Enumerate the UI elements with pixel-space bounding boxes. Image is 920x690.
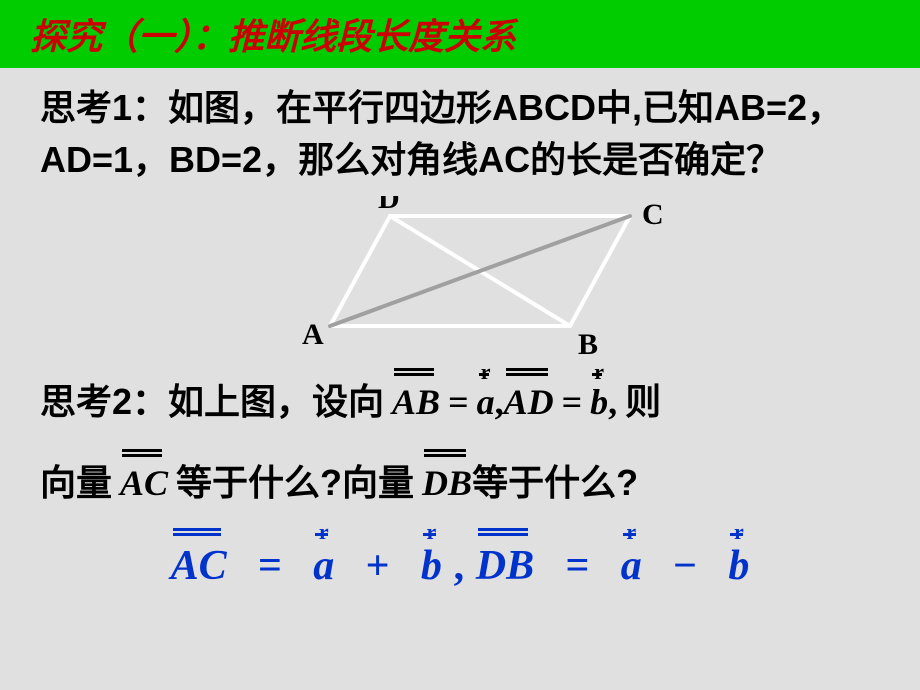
vector-AB: AB bbox=[392, 376, 440, 428]
eq-vec-b2: r b bbox=[728, 536, 749, 597]
t2-part4: 等于什么?向量 bbox=[176, 457, 414, 509]
plus-sign: + bbox=[366, 543, 390, 589]
eq-sign: = bbox=[562, 376, 583, 428]
slide-header: 探究（一）：推断线段长度关系 bbox=[0, 0, 920, 68]
comma: , bbox=[608, 376, 617, 428]
diagram-svg: ABCD bbox=[250, 196, 670, 366]
eq-vec-AC: AC bbox=[171, 536, 227, 597]
svg-text:C: C bbox=[642, 198, 664, 231]
thought-1: 思考1：如图，在平行四边形ABCD中,已知AB=2，AD=1，BD=2，那么对角… bbox=[40, 82, 880, 186]
eq-vec-b: r b bbox=[421, 536, 442, 597]
thought-2: 思考2：如上图，设向 AB = r a , AD = r b , 则 bbox=[40, 376, 880, 508]
result-equation: AC = r a + r b , DB = r a − bbox=[40, 535, 880, 597]
parallelogram-diagram: ABCD bbox=[40, 196, 880, 366]
svg-text:D: D bbox=[378, 196, 400, 215]
eq-sign: = bbox=[258, 543, 282, 589]
vector-b: r b bbox=[590, 376, 608, 428]
eq-sign: = bbox=[565, 543, 589, 589]
t2-part2: 则 bbox=[625, 376, 661, 428]
eq-vec-a2: r a bbox=[621, 536, 642, 597]
vector-DB: DB bbox=[422, 457, 472, 509]
t2-part3: 向量 bbox=[40, 457, 112, 509]
vector-a: r a bbox=[477, 376, 495, 428]
header-title: 探究（一）：推断线段长度关系 bbox=[30, 8, 516, 60]
eq-sign: = bbox=[448, 376, 469, 428]
eq-vec-DB: DB bbox=[476, 536, 534, 597]
t2-part1: 思考2：如上图，设向 bbox=[40, 376, 384, 428]
svg-text:A: A bbox=[302, 318, 324, 351]
minus-sign: − bbox=[673, 543, 697, 589]
eq-vec-a: r a bbox=[313, 536, 334, 597]
comma: , bbox=[495, 376, 504, 428]
slide-content: 思考1：如图，在平行四边形ABCD中,已知AB=2，AD=1，BD=2，那么对角… bbox=[0, 68, 920, 597]
t2-part5: 等于什么? bbox=[472, 457, 638, 509]
vector-AC: AC bbox=[120, 457, 168, 509]
comma: , bbox=[454, 543, 465, 589]
vector-AD: AD bbox=[504, 376, 554, 428]
